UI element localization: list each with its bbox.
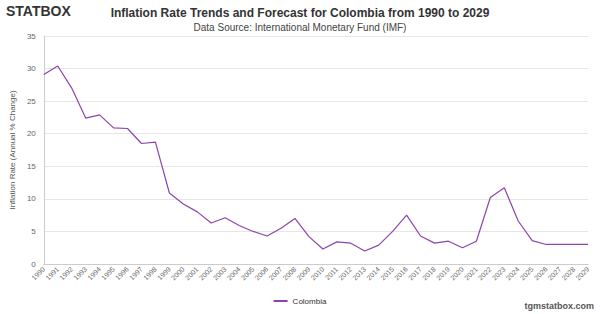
svg-text:2021: 2021 (463, 265, 479, 281)
svg-text:tgmstatbox.com: tgmstatbox.com (524, 301, 594, 311)
svg-text:25: 25 (27, 97, 36, 106)
svg-text:2003: 2003 (212, 265, 228, 281)
svg-text:Colombia: Colombia (293, 297, 327, 306)
svg-text:2015: 2015 (379, 265, 395, 281)
svg-text:2010: 2010 (309, 265, 325, 281)
svg-text:2029: 2029 (575, 265, 591, 281)
svg-text:1991: 1991 (44, 265, 60, 281)
svg-text:2020: 2020 (449, 265, 465, 281)
svg-text:20: 20 (27, 129, 36, 138)
svg-text:2025: 2025 (519, 265, 535, 281)
svg-text:1990: 1990 (30, 265, 46, 281)
svg-text:STATBOX: STATBOX (6, 3, 71, 19)
svg-text:2027: 2027 (547, 265, 563, 281)
svg-text:2012: 2012 (337, 265, 353, 281)
svg-text:2007: 2007 (268, 265, 284, 281)
svg-text:1997: 1997 (128, 265, 144, 281)
svg-text:10: 10 (27, 194, 36, 203)
svg-text:2014: 2014 (365, 265, 381, 281)
svg-text:2006: 2006 (254, 265, 270, 281)
svg-text:1993: 1993 (72, 265, 88, 281)
svg-text:2018: 2018 (421, 265, 437, 281)
svg-text:1995: 1995 (100, 265, 116, 281)
svg-text:2028: 2028 (561, 265, 577, 281)
svg-text:Inflation Rate (Annual % Chang: Inflation Rate (Annual % Change) (8, 90, 17, 210)
svg-text:1996: 1996 (114, 265, 130, 281)
svg-text:2008: 2008 (282, 265, 298, 281)
svg-text:2024: 2024 (505, 265, 521, 281)
svg-text:1999: 1999 (156, 265, 172, 281)
svg-text:Inflation Rate Trends and Fore: Inflation Rate Trends and Forecast for C… (111, 6, 490, 20)
svg-text:Data Source: International Mon: Data Source: International Monetary Fund… (194, 22, 407, 33)
svg-text:2011: 2011 (324, 265, 340, 281)
svg-text:2000: 2000 (170, 265, 186, 281)
svg-text:2026: 2026 (533, 265, 549, 281)
svg-text:0: 0 (31, 260, 36, 269)
svg-text:2005: 2005 (240, 265, 256, 281)
svg-text:2016: 2016 (393, 265, 409, 281)
svg-text:1994: 1994 (86, 265, 102, 281)
svg-text:2004: 2004 (226, 265, 242, 281)
svg-text:15: 15 (27, 162, 36, 171)
svg-text:2017: 2017 (407, 265, 423, 281)
svg-text:2001: 2001 (184, 265, 200, 281)
svg-text:2009: 2009 (295, 265, 311, 281)
svg-text:5: 5 (31, 227, 36, 236)
svg-text:2013: 2013 (351, 265, 367, 281)
svg-text:2002: 2002 (198, 265, 214, 281)
svg-text:35: 35 (27, 32, 36, 41)
svg-text:30: 30 (27, 64, 36, 73)
svg-text:2019: 2019 (435, 265, 451, 281)
svg-text:2022: 2022 (477, 265, 493, 281)
svg-text:1992: 1992 (58, 265, 74, 281)
svg-text:1998: 1998 (142, 265, 158, 281)
svg-text:2023: 2023 (491, 265, 507, 281)
